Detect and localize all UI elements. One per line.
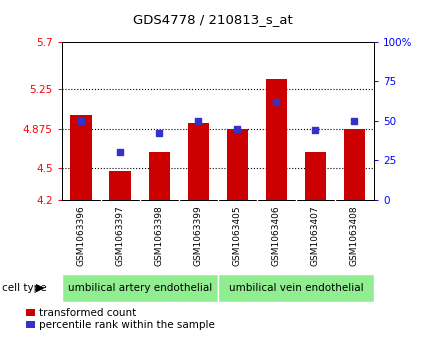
- Text: GSM1063396: GSM1063396: [76, 205, 86, 266]
- Text: GSM1063399: GSM1063399: [194, 205, 203, 266]
- Bar: [148, 152, 170, 200]
- Point: [234, 126, 241, 131]
- Text: umbilical vein endothelial: umbilical vein endothelial: [229, 283, 363, 293]
- Point: [195, 118, 202, 123]
- Bar: [266, 79, 287, 200]
- Text: GSM1063408: GSM1063408: [350, 205, 359, 266]
- Point: [351, 118, 358, 123]
- Point: [78, 118, 85, 123]
- Text: GSM1063405: GSM1063405: [233, 205, 242, 266]
- Bar: [218, 274, 374, 302]
- Point: [273, 99, 280, 105]
- Bar: [187, 123, 209, 200]
- Bar: [305, 152, 326, 200]
- Point: [117, 150, 124, 155]
- Text: GSM1063407: GSM1063407: [311, 205, 320, 266]
- Point: [156, 130, 163, 136]
- Bar: [71, 115, 92, 200]
- Legend: transformed count, percentile rank within the sample: transformed count, percentile rank withi…: [26, 308, 215, 330]
- Point: [312, 127, 319, 133]
- Text: umbilical artery endothelial: umbilical artery endothelial: [68, 283, 212, 293]
- Text: GSM1063398: GSM1063398: [155, 205, 164, 266]
- Text: GSM1063406: GSM1063406: [272, 205, 281, 266]
- Text: cell type: cell type: [2, 283, 47, 293]
- Bar: [110, 171, 131, 200]
- Bar: [344, 129, 365, 200]
- Bar: [62, 274, 218, 302]
- Bar: [227, 129, 248, 200]
- Text: GDS4778 / 210813_s_at: GDS4778 / 210813_s_at: [133, 13, 292, 26]
- Text: ▶: ▶: [36, 283, 45, 293]
- Text: GSM1063397: GSM1063397: [116, 205, 125, 266]
